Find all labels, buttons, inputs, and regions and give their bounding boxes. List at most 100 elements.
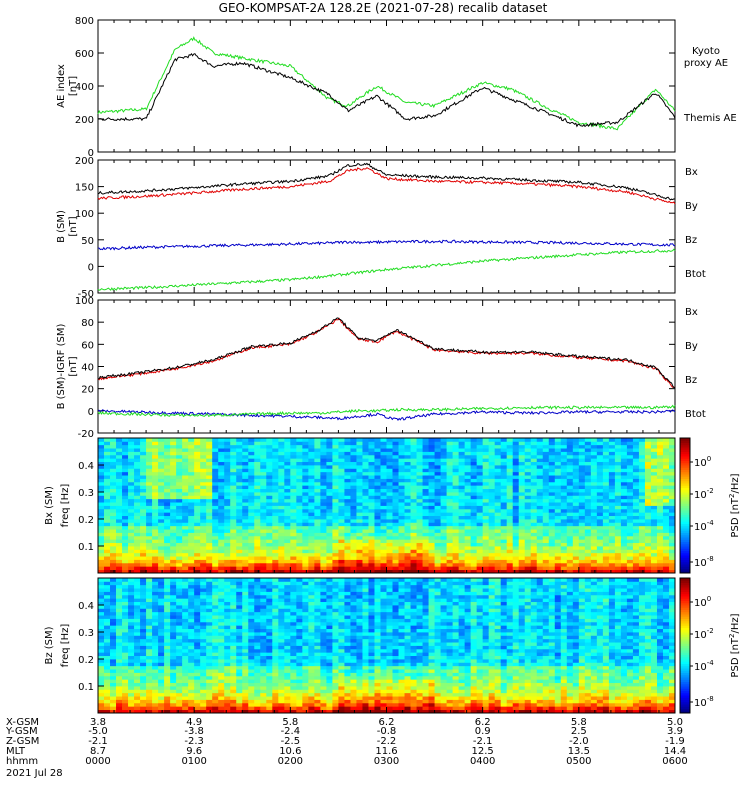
heatmap-cell — [182, 454, 189, 459]
heatmap-cell — [260, 458, 267, 463]
heatmap-cell — [254, 481, 261, 486]
heatmap-cell — [434, 569, 441, 574]
heatmap-cell — [542, 471, 550, 476]
heatmap-cell — [386, 495, 393, 500]
heatmap-cell — [140, 594, 147, 599]
heatmap-cell — [134, 628, 141, 633]
heatmap-cell — [110, 552, 117, 557]
heatmap-cell — [158, 578, 165, 582]
heatmap-cell — [632, 444, 640, 449]
heatmap-cell — [104, 588, 111, 592]
heatmap-cell — [404, 515, 411, 520]
heatmap-cell — [104, 492, 111, 496]
heatmap-cell — [164, 645, 171, 650]
heatmap-cell — [122, 519, 129, 523]
heatmap-cell — [536, 512, 544, 517]
heatmap-cell — [536, 468, 544, 473]
heatmap-cell — [158, 699, 165, 704]
heatmap-cell — [572, 468, 580, 473]
heatmap-cell — [422, 478, 429, 483]
heatmap-cell — [662, 529, 670, 533]
heatmap-cell — [182, 594, 189, 599]
heatmap-cell — [662, 556, 670, 560]
heatmap-cell — [284, 549, 291, 554]
heatmap-cell — [608, 552, 616, 557]
heatmap-cell — [554, 438, 562, 442]
heatmap-cell — [266, 546, 273, 550]
heatmap-cell — [194, 465, 201, 469]
heatmap-cell — [128, 438, 135, 442]
heatmap-cell — [182, 495, 189, 500]
y-tick-label: 100 — [75, 296, 94, 307]
series-line-bz — [97, 317, 676, 388]
heatmap-cell — [170, 618, 177, 623]
heatmap-cell — [158, 495, 165, 500]
heatmap-cell — [272, 566, 279, 571]
heatmap-cell — [482, 454, 490, 459]
heatmap-cell — [110, 481, 117, 486]
heatmap-cell — [122, 539, 129, 544]
heatmap-cell — [320, 556, 327, 560]
y-tick-label: 100 — [75, 209, 94, 220]
heatmap-cell — [218, 525, 225, 530]
heatmap-cell — [146, 525, 153, 530]
heatmap-cell — [212, 454, 219, 459]
heatmap-cell — [662, 481, 670, 486]
heatmap-cell — [464, 498, 472, 503]
heatmap-cell — [272, 569, 279, 574]
heatmap-cell — [128, 628, 135, 633]
heatmap-cell — [422, 512, 429, 517]
heatmap-cell — [266, 468, 273, 473]
heatmap-cell — [176, 665, 183, 670]
heatmap-cell — [146, 706, 153, 711]
heatmap-cell — [416, 481, 423, 486]
heatmap-cell — [530, 478, 538, 483]
heatmap-cell — [428, 505, 435, 510]
heatmap-cell — [662, 502, 670, 506]
heatmap-cell — [548, 525, 556, 530]
heatmap-cell — [242, 454, 249, 459]
heatmap-cell — [116, 441, 123, 446]
heatmap-cell — [260, 471, 267, 476]
heatmap-cell — [470, 502, 478, 506]
heatmap-cell — [188, 562, 195, 567]
heatmap-cell — [128, 569, 135, 574]
heatmap-cell — [338, 549, 345, 554]
heatmap-cell — [356, 471, 363, 476]
heatmap-cell — [554, 508, 562, 513]
heatmap-cell — [314, 444, 321, 449]
heatmap-cell — [134, 699, 141, 704]
heatmap-cell — [560, 505, 568, 510]
heatmap-cell — [164, 478, 171, 483]
heatmap-cell — [626, 444, 634, 449]
heatmap-cell — [380, 556, 387, 560]
heatmap-cell — [650, 458, 658, 463]
heatmap-cell — [146, 669, 153, 673]
heatmap-cell — [206, 512, 213, 517]
heatmap-cell — [170, 598, 177, 603]
heatmap-cell — [110, 471, 117, 476]
heatmap-cell — [200, 519, 207, 523]
heatmap-cell — [602, 532, 610, 537]
heatmap-cell — [476, 441, 484, 446]
heatmap-cell — [182, 552, 189, 557]
heatmap-cell — [140, 601, 147, 606]
heatmap-cell — [272, 549, 279, 554]
heatmap-cell — [110, 441, 117, 446]
heatmap-cell — [128, 594, 135, 599]
heatmap-cell — [338, 475, 345, 479]
heatmap-cell — [122, 679, 129, 684]
heatmap-cell — [218, 562, 225, 567]
heatmap-cell — [248, 465, 255, 469]
heatmap-cell — [572, 549, 580, 554]
heatmap-cell — [134, 498, 141, 503]
heatmap-cell — [290, 535, 297, 540]
heatmap-cell — [656, 498, 664, 503]
heatmap-cell — [476, 542, 484, 547]
heatmap-cell — [398, 481, 405, 486]
heatmap-cell — [164, 461, 171, 466]
heatmap-cell — [182, 591, 189, 596]
heatmap-cell — [152, 458, 159, 463]
heatmap-cell — [446, 562, 454, 567]
heatmap-cell — [506, 444, 514, 449]
